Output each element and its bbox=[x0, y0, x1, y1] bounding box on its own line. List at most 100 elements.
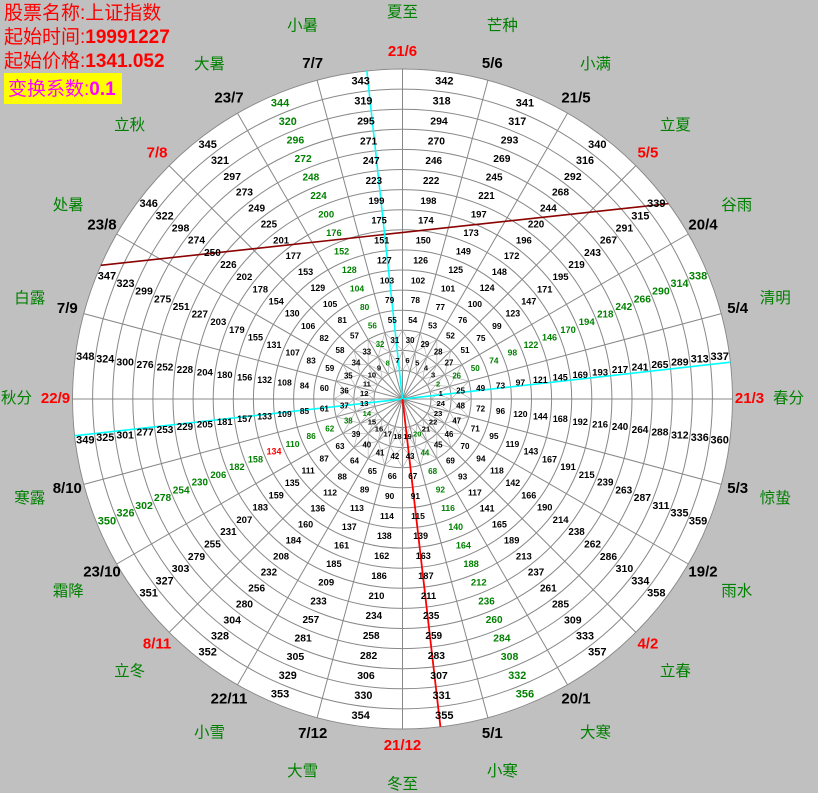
svg-text:58: 58 bbox=[336, 346, 345, 355]
svg-text:小寒: 小寒 bbox=[487, 761, 518, 780]
svg-text:208: 208 bbox=[273, 552, 290, 563]
svg-text:霜降: 霜降 bbox=[53, 582, 84, 600]
svg-text:151: 151 bbox=[374, 236, 389, 246]
svg-text:281: 281 bbox=[295, 634, 312, 645]
svg-text:302: 302 bbox=[135, 500, 153, 512]
svg-text:43: 43 bbox=[406, 452, 415, 461]
svg-text:152: 152 bbox=[334, 246, 349, 256]
svg-text:76: 76 bbox=[458, 315, 468, 325]
svg-text:33: 33 bbox=[362, 348, 371, 357]
svg-text:316: 316 bbox=[576, 155, 594, 167]
svg-text:186: 186 bbox=[371, 571, 387, 581]
svg-text:61: 61 bbox=[320, 404, 329, 413]
svg-text:246: 246 bbox=[425, 156, 442, 167]
svg-text:78: 78 bbox=[411, 295, 421, 305]
svg-text:26: 26 bbox=[452, 372, 461, 381]
svg-text:100: 100 bbox=[468, 299, 483, 309]
svg-text:336: 336 bbox=[691, 432, 709, 444]
svg-text:334: 334 bbox=[631, 575, 649, 587]
svg-text:349: 349 bbox=[76, 435, 94, 447]
svg-text:262: 262 bbox=[584, 539, 601, 550]
svg-text:337: 337 bbox=[711, 351, 729, 363]
svg-text:175: 175 bbox=[371, 216, 387, 226]
svg-text:199: 199 bbox=[369, 196, 385, 207]
svg-text:30: 30 bbox=[406, 336, 415, 345]
svg-text:187: 187 bbox=[418, 571, 434, 581]
svg-text:210: 210 bbox=[369, 591, 385, 602]
svg-text:319: 319 bbox=[354, 96, 372, 108]
svg-text:209: 209 bbox=[318, 578, 334, 589]
svg-text:166: 166 bbox=[521, 490, 536, 500]
svg-text:小暑: 小暑 bbox=[287, 16, 318, 34]
svg-text:148: 148 bbox=[492, 267, 507, 277]
svg-text:5/3: 5/3 bbox=[727, 480, 748, 497]
svg-text:324: 324 bbox=[96, 354, 114, 366]
svg-text:20/1: 20/1 bbox=[561, 690, 590, 707]
svg-text:106: 106 bbox=[301, 321, 316, 331]
svg-text:360: 360 bbox=[711, 435, 729, 447]
svg-text:21/12: 21/12 bbox=[384, 737, 422, 754]
svg-text:8/10: 8/10 bbox=[53, 480, 82, 497]
svg-text:177: 177 bbox=[286, 251, 302, 261]
svg-text:144: 144 bbox=[533, 411, 548, 421]
svg-text:274: 274 bbox=[188, 236, 205, 247]
svg-text:84: 84 bbox=[300, 380, 310, 390]
svg-text:20/4: 20/4 bbox=[688, 216, 718, 233]
svg-text:小满: 小满 bbox=[580, 55, 611, 73]
svg-text:140: 140 bbox=[448, 522, 463, 532]
svg-text:125: 125 bbox=[448, 265, 463, 275]
svg-text:181: 181 bbox=[217, 417, 233, 427]
svg-text:14: 14 bbox=[363, 409, 372, 418]
svg-text:74: 74 bbox=[489, 355, 499, 365]
svg-text:132: 132 bbox=[257, 375, 272, 385]
svg-text:317: 317 bbox=[508, 116, 526, 128]
svg-text:247: 247 bbox=[363, 156, 380, 167]
svg-text:335: 335 bbox=[671, 508, 689, 520]
svg-text:80: 80 bbox=[360, 302, 370, 312]
svg-text:273: 273 bbox=[236, 188, 253, 199]
svg-text:331: 331 bbox=[433, 690, 451, 702]
svg-text:217: 217 bbox=[612, 365, 629, 376]
svg-text:289: 289 bbox=[671, 356, 689, 368]
svg-text:192: 192 bbox=[572, 417, 588, 427]
svg-text:73: 73 bbox=[496, 380, 506, 390]
svg-text:131: 131 bbox=[267, 340, 282, 350]
svg-text:288: 288 bbox=[651, 428, 668, 439]
svg-text:180: 180 bbox=[217, 370, 233, 380]
svg-text:304: 304 bbox=[223, 615, 241, 627]
svg-text:202: 202 bbox=[236, 272, 252, 283]
svg-text:280: 280 bbox=[236, 600, 253, 611]
svg-text:226: 226 bbox=[220, 260, 237, 271]
svg-text:296: 296 bbox=[287, 134, 305, 146]
svg-text:149: 149 bbox=[456, 246, 471, 256]
svg-text:236: 236 bbox=[478, 596, 495, 607]
svg-text:270: 270 bbox=[428, 136, 445, 147]
svg-text:41: 41 bbox=[376, 448, 385, 457]
svg-text:109: 109 bbox=[277, 409, 292, 419]
svg-text:25: 25 bbox=[456, 386, 465, 395]
svg-text:白露: 白露 bbox=[14, 289, 46, 307]
svg-text:340: 340 bbox=[588, 139, 606, 151]
svg-text:231: 231 bbox=[220, 527, 237, 538]
svg-text:惊蛰: 惊蛰 bbox=[760, 489, 791, 507]
svg-text:341: 341 bbox=[516, 97, 534, 109]
svg-text:257: 257 bbox=[302, 615, 319, 626]
svg-text:230: 230 bbox=[192, 478, 209, 489]
svg-text:大暑: 大暑 bbox=[194, 55, 225, 73]
svg-text:248: 248 bbox=[302, 172, 319, 183]
svg-text:107: 107 bbox=[285, 348, 300, 358]
svg-text:72: 72 bbox=[476, 404, 485, 413]
svg-text:147: 147 bbox=[521, 297, 536, 307]
svg-text:292: 292 bbox=[564, 171, 582, 183]
svg-text:7/12: 7/12 bbox=[298, 725, 327, 742]
svg-text:303: 303 bbox=[172, 563, 190, 575]
svg-text:222: 222 bbox=[423, 176, 440, 187]
svg-text:153: 153 bbox=[298, 267, 313, 277]
svg-text:323: 323 bbox=[116, 278, 134, 290]
svg-text:268: 268 bbox=[552, 188, 569, 199]
svg-text:23/7: 23/7 bbox=[214, 89, 243, 106]
svg-text:5/5: 5/5 bbox=[637, 145, 658, 162]
svg-text:275: 275 bbox=[154, 294, 171, 305]
svg-text:108: 108 bbox=[277, 378, 292, 388]
svg-text:170: 170 bbox=[560, 325, 576, 335]
